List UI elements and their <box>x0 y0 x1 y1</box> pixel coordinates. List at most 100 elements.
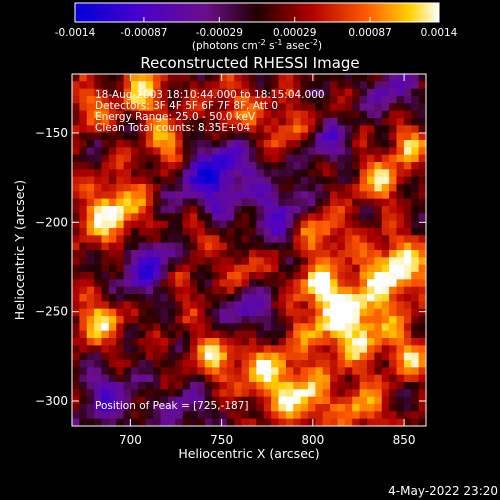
heatmap-cell <box>285 206 294 214</box>
heatmap-cell <box>197 250 206 258</box>
heatmap-cell <box>167 154 176 163</box>
heatmap-cell <box>94 96 103 104</box>
heatmap-cell <box>226 308 235 317</box>
heatmap-cell <box>403 96 412 104</box>
heatmap-cell <box>116 81 125 90</box>
heatmap-cell <box>72 198 80 207</box>
heatmap-cell <box>212 396 221 405</box>
heatmap-cell <box>131 206 139 214</box>
heatmap-cell <box>374 242 383 251</box>
x-tick-label: 850 <box>393 433 416 447</box>
heatmap-cell <box>197 242 206 251</box>
heatmap-cell <box>249 250 257 258</box>
heatmap-cell <box>367 279 375 288</box>
heatmap-cell <box>263 118 272 126</box>
heatmap-cell <box>131 389 139 398</box>
heatmap-cell <box>167 374 176 383</box>
heatmap-cell <box>190 88 198 97</box>
heatmap-cell <box>418 286 426 295</box>
heatmap-cell <box>131 338 139 346</box>
heatmap-cell <box>116 345 125 354</box>
heatmap-cell <box>79 74 88 82</box>
heatmap-cell <box>271 382 280 390</box>
heatmap-cell <box>175 411 184 420</box>
heatmap-cell <box>175 110 184 119</box>
heatmap-cell <box>374 132 383 141</box>
heatmap-cell <box>212 88 221 97</box>
heatmap-cell <box>138 96 147 104</box>
heatmap-cell <box>337 367 346 376</box>
heatmap-cell <box>197 352 206 361</box>
heatmap-cell <box>374 418 383 426</box>
heatmap-cell <box>367 228 375 236</box>
heatmap-cell <box>138 154 147 163</box>
heatmap-cell <box>418 360 426 368</box>
heatmap-cell <box>72 191 80 200</box>
heatmap-cell <box>418 103 426 112</box>
heatmap-cell <box>278 272 287 280</box>
heatmap-cell <box>94 88 103 97</box>
heatmap-cell <box>249 74 257 82</box>
heatmap-cell <box>344 74 353 82</box>
heatmap-cell <box>204 250 213 258</box>
heatmap-cell <box>175 308 184 317</box>
heatmap-cell <box>138 140 147 148</box>
heatmap-cell <box>234 279 243 288</box>
heatmap-cell <box>381 338 390 346</box>
heatmap-cell <box>234 162 243 170</box>
heatmap-cell <box>278 191 287 200</box>
heatmap-cell <box>352 257 361 266</box>
heatmap-cell <box>322 374 331 383</box>
heatmap-cell <box>389 140 398 148</box>
heatmap-cell <box>308 96 316 104</box>
heatmap-cell <box>79 352 88 361</box>
heatmap-cell <box>160 125 169 134</box>
heatmap-cell <box>374 396 383 405</box>
heatmap-cell <box>389 96 398 104</box>
heatmap-cell <box>226 360 235 368</box>
heatmap-cell <box>249 169 257 178</box>
heatmap-cell <box>167 176 176 185</box>
heatmap-cell <box>315 213 324 222</box>
heatmap-cell <box>182 411 191 420</box>
heatmap-cell <box>94 257 103 266</box>
heatmap-cell <box>315 257 324 266</box>
heatmap-cell <box>381 367 390 376</box>
heatmap-cell <box>212 228 221 236</box>
heatmap-cell <box>249 81 257 90</box>
heatmap-cell <box>285 389 294 398</box>
heatmap-cell <box>285 162 294 170</box>
heatmap-cell <box>190 154 198 163</box>
heatmap-cell <box>300 286 309 295</box>
heatmap-cell <box>145 301 154 310</box>
heatmap-cell <box>403 132 412 141</box>
heatmap-cell <box>212 206 221 214</box>
heatmap-cell <box>300 396 309 405</box>
heatmap-cell <box>389 176 398 185</box>
heatmap-cell <box>367 389 375 398</box>
heatmap-cell <box>293 308 302 317</box>
chart-title: Reconstructed RHESSI Image <box>140 54 359 72</box>
heatmap-cell <box>234 411 243 420</box>
heatmap-cell <box>337 279 346 288</box>
heatmap-cell <box>241 81 250 90</box>
heatmap-cell <box>138 374 147 383</box>
heatmap-cell <box>108 198 117 207</box>
heatmap-cell <box>411 257 420 266</box>
heatmap-cell <box>367 367 375 376</box>
heatmap-cell <box>271 118 280 126</box>
heatmap-cell <box>86 235 95 244</box>
heatmap-cell <box>197 96 206 104</box>
heatmap-cell <box>204 360 213 368</box>
heatmap-cell <box>72 323 80 332</box>
heatmap-cell <box>101 301 110 310</box>
heatmap-cell <box>256 74 265 82</box>
heatmap-cell <box>145 360 154 368</box>
heatmap-cell <box>145 228 154 236</box>
heatmap-cell <box>396 242 405 251</box>
heatmap-cell <box>344 411 353 420</box>
heatmap-cell <box>182 330 191 339</box>
heatmap-cell <box>285 81 294 90</box>
heatmap-cell <box>86 301 95 310</box>
heatmap-cell <box>153 396 162 405</box>
